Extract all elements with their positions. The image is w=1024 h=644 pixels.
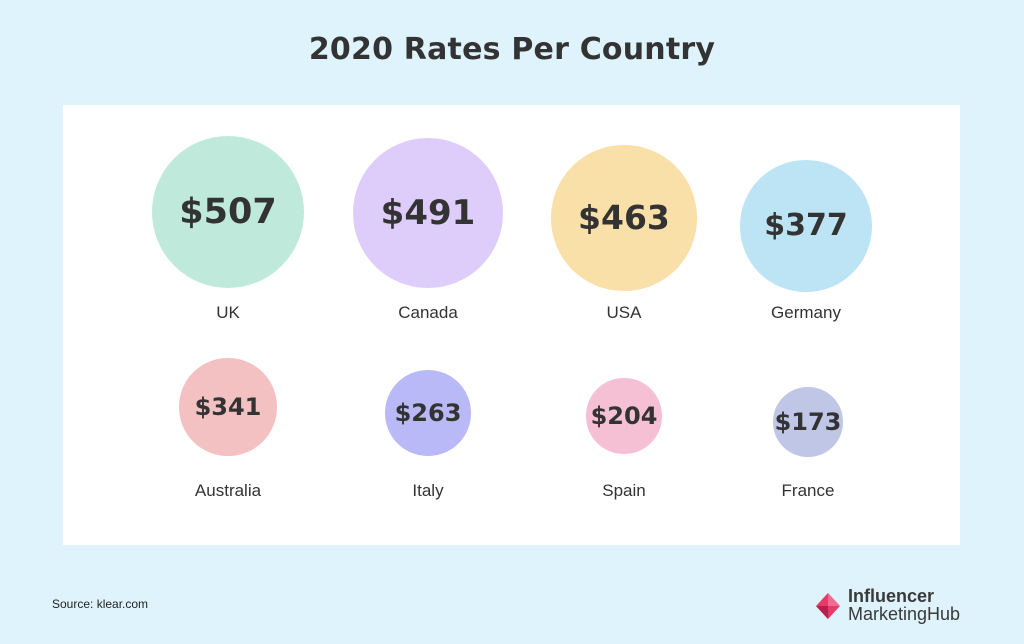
country-label: Australia <box>194 481 262 500</box>
chart-panel: $507 UK $491 Canada $463 USA $377 Germany $341 Au… <box>63 105 960 545</box>
chart-title: 2020 Rates Per Country <box>308 32 716 67</box>
country-label: France <box>781 481 835 500</box>
bubble-italy: $263 <box>385 370 471 456</box>
bubble-usa: $463 <box>551 145 697 291</box>
value-label: $204 <box>590 401 658 430</box>
value-label: $507 <box>179 192 277 232</box>
logo-mark-icon <box>816 593 840 619</box>
bubble-uk: $507 <box>152 136 304 288</box>
bubble-germany: $377 <box>740 160 872 292</box>
country-label: USA <box>606 303 642 322</box>
value-label: $491 <box>380 192 476 233</box>
bubble-australia: $341 <box>179 358 277 456</box>
value-label: $463 <box>578 198 670 238</box>
logo-text-influencer: Influencer <box>848 586 935 606</box>
country-label: Canada <box>398 303 458 322</box>
value-label: $377 <box>764 208 848 244</box>
bubble-spain: $204 <box>586 378 662 454</box>
value-label: $341 <box>194 392 262 421</box>
value-label: $173 <box>774 407 842 436</box>
source-note: Source: klear.com <box>52 597 149 611</box>
logo-text-marketinghub: MarketingHub <box>848 604 961 624</box>
value-label: $263 <box>394 398 462 427</box>
country-label: Italy <box>412 481 444 500</box>
bubble-canada: $491 <box>353 138 503 288</box>
country-label: UK <box>216 303 240 322</box>
bubble-france: $173 <box>773 387 843 457</box>
country-label: Spain <box>602 481 646 500</box>
brand-logo: Influencer MarketingHub <box>812 585 982 627</box>
country-label: Germany <box>771 303 841 322</box>
